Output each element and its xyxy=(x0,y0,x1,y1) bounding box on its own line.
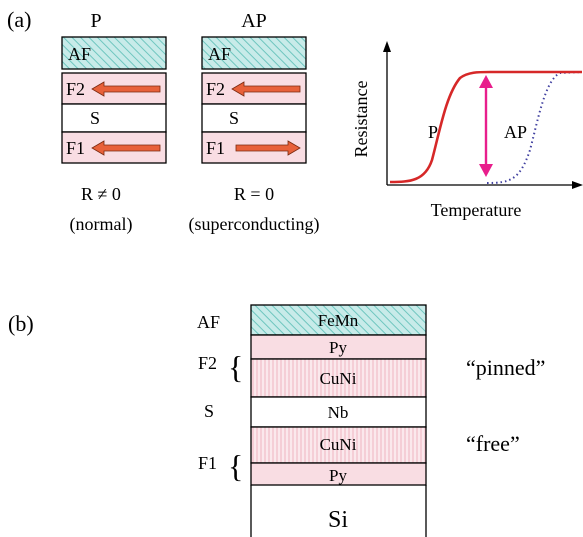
curve-p-label: P xyxy=(428,122,438,142)
layer-cuni-bottom-label: CuNi xyxy=(320,435,357,454)
layer-py-top xyxy=(250,334,427,360)
layer-py-top-label: Py xyxy=(329,338,347,357)
stack-ap-af-label: AF xyxy=(208,44,231,64)
stack-ap-s-label: S xyxy=(229,108,239,128)
curve-p xyxy=(389,70,582,184)
stack-p-f1-left-arrow-icon xyxy=(91,140,161,156)
stack-p-af-layer xyxy=(61,36,167,70)
stack-ap-s-layer xyxy=(201,103,307,133)
stack-p-result: R ≠ 0 xyxy=(81,184,121,204)
label-af: AF xyxy=(197,312,220,332)
stack-ap-f2-left-arrow-icon xyxy=(231,81,301,97)
layer-cuni-bottom xyxy=(250,426,427,464)
transition-span-up-arrow-icon xyxy=(479,75,493,88)
layer-py-bottom-label: Py xyxy=(329,466,347,485)
layer-cuni-top xyxy=(250,358,427,398)
stack-p-s-layer xyxy=(61,103,167,133)
layer-cuni-top-label: CuNi xyxy=(320,369,357,388)
annotation-pinned: “pinned” xyxy=(466,355,545,380)
annotation-free: “free” xyxy=(466,431,520,456)
stack-p-f1-label: F1 xyxy=(66,138,85,158)
brace-f1-icon: { xyxy=(228,448,243,484)
layer-si xyxy=(250,485,427,537)
stack-p-title: P xyxy=(90,10,101,32)
label-f1: F1 xyxy=(198,453,217,473)
resistance-graph: Resistance Temperature P AP xyxy=(351,41,583,220)
layer-py-bottom xyxy=(250,462,427,486)
graph-x-label: Temperature xyxy=(431,200,522,220)
brace-f2-icon: { xyxy=(228,349,243,385)
graph-y-axis-arrow-icon xyxy=(383,41,391,52)
layer-si-label: Si xyxy=(328,507,348,533)
stack-p-af-label: AF xyxy=(68,44,91,64)
stack-p-f2-left-arrow-icon xyxy=(91,81,161,97)
film-stack: FeMn Py CuNi Nb CuNi Py Si xyxy=(250,304,427,537)
stack-p-s-label: S xyxy=(90,108,100,128)
stack-p: P AF F2 S F1 R ≠ 0 (normal) xyxy=(61,10,167,235)
stack-ap-result: R = 0 xyxy=(234,184,274,204)
layer-femn xyxy=(250,304,427,336)
stack-ap-f2-label: F2 xyxy=(206,79,225,99)
stack-ap-f1-right-arrow-icon xyxy=(235,140,301,156)
curve-ap xyxy=(486,71,583,184)
label-f2: F2 xyxy=(198,353,217,373)
panel-b-label: (b) xyxy=(8,311,34,336)
graph-x-axis-arrow-icon xyxy=(572,181,583,189)
transition-span-down-arrow-icon xyxy=(479,164,493,177)
layer-femn-label: FeMn xyxy=(318,311,359,330)
layer-nb-label: Nb xyxy=(328,403,349,422)
stack-ap-f1-label: F1 xyxy=(206,138,225,158)
label-s: S xyxy=(204,401,214,421)
stack-ap-af-layer xyxy=(201,36,307,70)
graph-y-label: Resistance xyxy=(351,81,371,158)
stack-ap: AP AF F2 S F1 R = 0 (superconducting) xyxy=(189,10,320,235)
stack-ap-title: AP xyxy=(241,10,267,32)
stack-p-f2-label: F2 xyxy=(66,79,85,99)
layer-nb xyxy=(250,396,427,428)
curve-ap-label: AP xyxy=(504,122,527,142)
stack-ap-state: (superconducting) xyxy=(189,214,320,235)
stack-p-state: (normal) xyxy=(70,214,133,235)
panel-a-label: (a) xyxy=(7,7,31,32)
